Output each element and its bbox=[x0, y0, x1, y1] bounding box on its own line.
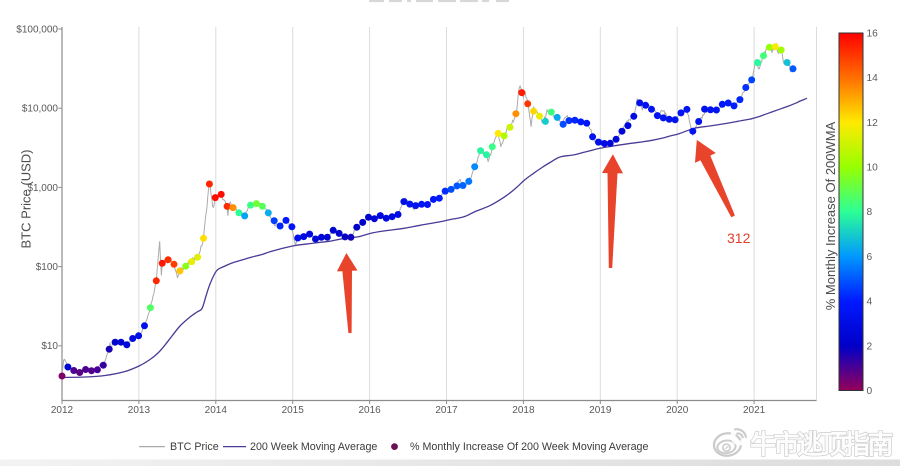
svg-text:$10,000: $10,000 bbox=[22, 104, 59, 115]
svg-text:0: 0 bbox=[867, 386, 873, 397]
svg-text:2016: 2016 bbox=[358, 405, 381, 416]
svg-text:4: 4 bbox=[867, 297, 873, 308]
svg-text:8: 8 bbox=[867, 207, 873, 218]
svg-text:$10: $10 bbox=[41, 341, 58, 352]
svg-text:10: 10 bbox=[867, 163, 879, 174]
svg-text:312: 312 bbox=[727, 230, 751, 246]
svg-text:BTC Price: BTC Price bbox=[170, 441, 219, 453]
svg-text:16: 16 bbox=[867, 29, 879, 40]
svg-text:% Monthly Increase Of 200WMA: % Monthly Increase Of 200WMA bbox=[823, 121, 838, 310]
svg-text:$1,000: $1,000 bbox=[27, 183, 58, 194]
svg-text:2015: 2015 bbox=[282, 405, 305, 416]
svg-text:$100,000: $100,000 bbox=[16, 24, 58, 35]
svg-text:2012: 2012 bbox=[51, 405, 74, 416]
svg-text:200 Week Moving Average: 200 Week Moving Average bbox=[250, 441, 377, 453]
svg-text:2: 2 bbox=[867, 341, 873, 352]
svg-text:2013: 2013 bbox=[128, 405, 151, 416]
svg-text:% Monthly Increase Of 200 Week: % Monthly Increase Of 200 Week Moving Av… bbox=[410, 441, 648, 453]
svg-text:12: 12 bbox=[867, 118, 879, 129]
svg-text:2019: 2019 bbox=[589, 405, 612, 416]
svg-text:2020: 2020 bbox=[666, 405, 689, 416]
svg-text:2014: 2014 bbox=[205, 405, 228, 416]
svg-text:2017: 2017 bbox=[435, 405, 458, 416]
svg-text:14: 14 bbox=[867, 73, 879, 84]
svg-text:BTC Price (USD): BTC Price (USD) bbox=[19, 150, 34, 249]
svg-text:牛市逃顶指南: 牛市逃顶指南 bbox=[750, 430, 893, 460]
svg-text:2021: 2021 bbox=[743, 405, 766, 416]
svg-text:$100: $100 bbox=[36, 262, 59, 273]
svg-text:2018: 2018 bbox=[512, 405, 535, 416]
svg-text:6: 6 bbox=[867, 252, 873, 263]
